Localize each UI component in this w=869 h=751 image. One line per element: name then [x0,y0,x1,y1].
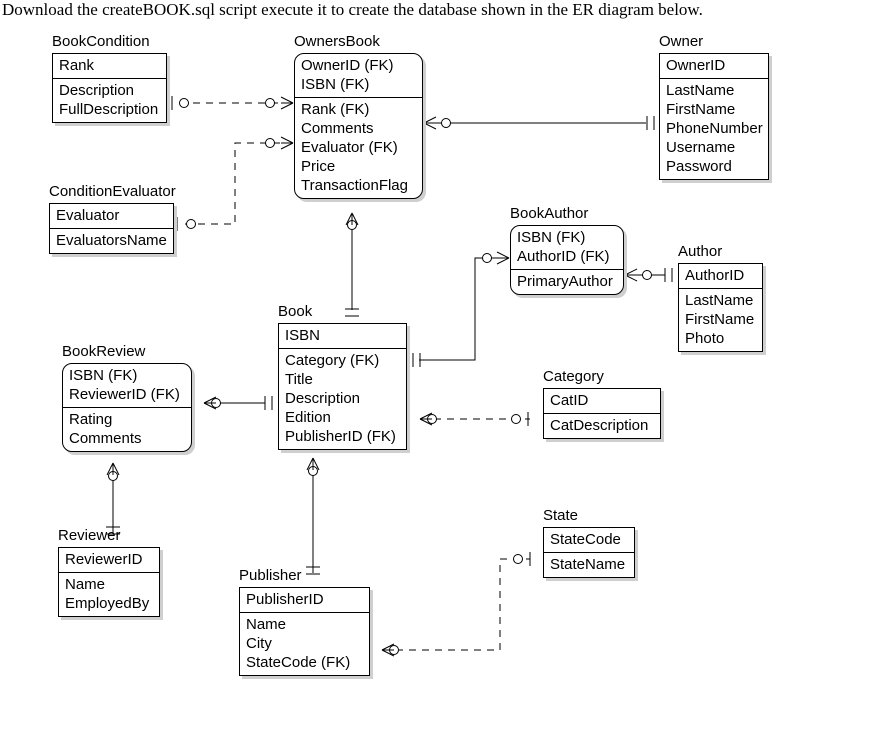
rel-author-bookauthor [625,257,672,293]
attr: Price [301,157,416,176]
entity-state: State StateCode StateName [543,527,635,578]
entity-bookreview: BookReview ISBN (FK) ReviewerID (FK) Rat… [62,363,192,452]
entity-title: Author [678,243,722,260]
entity-title: Reviewer [58,527,121,544]
attr: EvaluatorsName [56,231,167,250]
entity-title: BookAuthor [510,205,588,222]
rel-publisher-book [306,458,320,574]
attr: LastName [685,291,756,310]
attr: Name [246,615,363,634]
rel-owner-ownersbook [424,116,654,130]
attr: FirstName [666,100,762,119]
attr: PublisherID (FK) [285,427,400,446]
attr: FirstName [685,310,756,329]
attr: Username [666,138,762,157]
attr: ReviewerID [65,550,153,569]
rel-conditionevaluator-ownersbook [177,137,293,231]
entity-publisher: Publisher PublisherID Name City StateCod… [239,587,370,676]
entity-title: Owner [659,33,703,50]
rel-book-ownersbook [345,213,359,316]
entity-title: Book [278,303,312,320]
er-diagram-canvas: Download the createBOOK.sql script execu… [0,0,869,751]
attr: FullDescription [59,100,160,119]
attr: Comments [69,429,185,448]
rel-state-publisher [382,552,530,656]
entity-title: State [543,507,578,524]
entity-title: ConditionEvaluator [49,183,176,200]
attr: TransactionFlag [301,176,416,195]
entity-category: Category CatID CatDescription [543,388,661,439]
attr: OwnerID (FK) [301,56,416,75]
rel-category-book [420,412,530,426]
attr: ISBN [285,326,400,345]
attr: ISBN (FK) [69,366,185,385]
attr: Comments [301,119,416,138]
attr: Rating [69,410,185,429]
attr: StateCode [550,530,628,549]
entity-title: OwnersBook [294,33,380,50]
attr: Password [666,157,762,176]
attr: Name [65,575,153,594]
entity-title: Publisher [239,567,302,584]
entity-title: BookCondition [52,33,150,50]
attr: StateName [550,555,628,574]
attr: City [246,634,363,653]
attr: ISBN (FK) [517,228,617,247]
attr: Rank (FK) [301,100,416,119]
entity-bookcondition: BookCondition Rank Description FullDescr… [52,53,167,123]
attr: Photo [685,329,756,348]
attr: OwnerID [666,56,762,75]
rel-bookcondition-ownersbook [172,96,293,110]
attr: PhoneNumber [666,119,762,138]
attr: Title [285,370,400,389]
rel-reviewer-bookreview [106,463,120,534]
attr: AuthorID [685,266,756,285]
entity-bookauthor: BookAuthor ISBN (FK) AuthorID (FK) Prima… [510,225,624,295]
rel-book-bookreview [204,396,272,410]
entity-owner: Owner OwnerID LastName FirstName PhoneNu… [659,53,769,180]
attr: Description [59,81,160,100]
attr: ISBN (FK) [301,75,416,94]
entity-ownersbook: OwnersBook OwnerID (FK) ISBN (FK) Rank (… [294,53,423,199]
rel-book-bookauthor [413,252,509,367]
attr: ReviewerID (FK) [69,385,185,404]
attr: CatDescription [550,416,654,435]
attr: Rank [59,56,160,75]
attr: Evaluator [56,206,167,225]
attr: PublisherID [246,590,363,609]
attr: LastName [666,81,762,100]
attr: StateCode (FK) [246,653,363,672]
entity-reviewer: Reviewer ReviewerID Name EmployedBy [58,547,160,617]
entity-book: Book ISBN Category (FK) Title Descriptio… [278,323,407,450]
attr: CatID [550,391,654,410]
attr: Evaluator (FK) [301,138,416,157]
entity-author: Author AuthorID LastName FirstName Photo [678,263,763,352]
instruction-text: Download the createBOOK.sql script execu… [2,0,703,20]
attr: Edition [285,408,400,427]
attr: Description [285,389,400,408]
attr: EmployedBy [65,594,153,613]
attr: Category (FK) [285,351,400,370]
entity-conditionevaluator: ConditionEvaluator Evaluator EvaluatorsN… [49,203,174,254]
attr: AuthorID (FK) [517,247,617,266]
entity-title: BookReview [62,343,145,360]
attr: PrimaryAuthor [517,272,617,291]
entity-title: Category [543,368,604,385]
